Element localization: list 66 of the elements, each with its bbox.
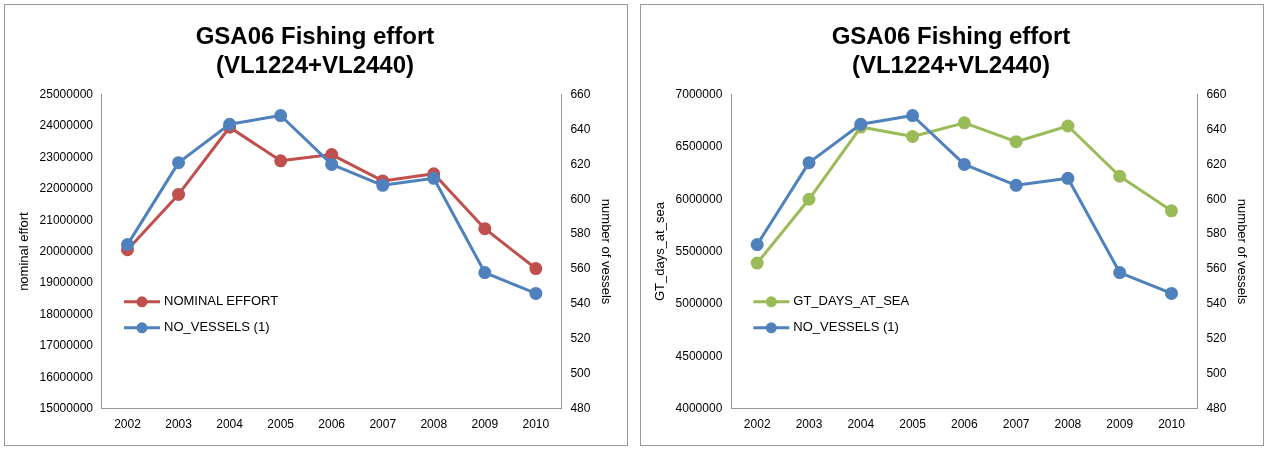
y2-axis-title: number of vessels	[598, 198, 614, 305]
x-tick-label: 2007	[369, 417, 397, 432]
x-tick-label: 2006	[318, 417, 346, 432]
y-tick-label: 25000000	[39, 86, 94, 101]
y2-tick-label: 540	[570, 296, 591, 311]
y-tick-label: 7000000	[675, 86, 723, 101]
y2-axis-title: number of vessels	[1234, 198, 1250, 305]
y-tick-label: 24000000	[39, 118, 94, 133]
y-tick-label: 6500000	[675, 139, 723, 154]
y2-tick-label: 580	[570, 226, 591, 241]
y2-tick-label: 580	[1206, 226, 1227, 241]
x-tick-label: 2010	[522, 417, 550, 432]
y2-tick-label: 540	[1206, 296, 1227, 311]
y2-tick-label: 520	[1206, 331, 1227, 346]
x-tick-label: 2005	[267, 417, 295, 432]
y2-tick-label: 600	[570, 191, 591, 206]
x-tick-label: 2003	[795, 417, 823, 432]
y2-tick-label: 640	[1206, 121, 1227, 136]
y-tick-label: 4000000	[675, 400, 723, 415]
y2-tick-label: 660	[1206, 86, 1227, 101]
y-tick-label: 17000000	[39, 338, 94, 353]
legend-label: NO_VESSELS (1)	[793, 319, 899, 335]
y2-tick-label: 640	[570, 121, 591, 136]
x-tick-label: 2008	[420, 417, 448, 432]
y-tick-label: 15000000	[39, 400, 94, 415]
y-tick-label: 19000000	[39, 275, 94, 290]
x-tick-label: 2010	[1158, 417, 1186, 432]
y-tick-label: 16000000	[39, 369, 94, 384]
x-tick-label: 2002	[743, 417, 771, 432]
y-tick-label: 5000000	[675, 296, 723, 311]
x-tick-label: 2002	[114, 417, 142, 432]
y-tick-label: 18000000	[39, 306, 94, 321]
y-tick-label: 6000000	[675, 191, 723, 206]
legend-label: NOMINAL EFFORT	[163, 293, 279, 309]
x-tick-label: 2003	[165, 417, 193, 432]
y-tick-label: 22000000	[39, 181, 94, 196]
y2-tick-label: 500	[1206, 366, 1227, 381]
x-tick-label: 2008	[1054, 417, 1082, 432]
y2-tick-label: 560	[570, 261, 591, 276]
x-tick-label: 2007	[1002, 417, 1030, 432]
chart-title: GSA06 Fishing effort (VL1224+VL2440)	[831, 22, 1071, 78]
x-tick-label: 2009	[1106, 417, 1134, 432]
legend-label: NO_VESSELS (1)	[163, 319, 270, 335]
y-tick-label: 21000000	[39, 212, 94, 227]
x-tick-label: 2004	[216, 417, 244, 432]
y2-tick-label: 520	[570, 331, 591, 346]
y2-tick-label: 660	[570, 86, 591, 101]
y-tick-label: 4500000	[675, 348, 723, 363]
legend-label: GT_DAYS_AT_SEA	[793, 293, 910, 309]
y2-tick-label: 480	[1206, 400, 1227, 415]
chart-title: GSA06 Fishing effort (VL1224+VL2440)	[195, 22, 435, 78]
y2-tick-label: 560	[1206, 261, 1227, 276]
y-tick-label: 23000000	[39, 149, 94, 164]
y-tick-label: 20000000	[39, 243, 94, 258]
x-tick-label: 2005	[899, 417, 927, 432]
x-tick-label: 2009	[471, 417, 499, 432]
y2-tick-label: 620	[1206, 156, 1227, 171]
y-axis-title: GT_days_at_sea	[652, 201, 668, 302]
y2-tick-label: 620	[570, 156, 591, 171]
x-tick-label: 2006	[951, 417, 979, 432]
y-tick-label: 5500000	[675, 243, 723, 258]
y2-tick-label: 500	[570, 366, 591, 381]
y2-tick-label: 600	[1206, 191, 1227, 206]
y-axis-title: nominal effort	[16, 211, 32, 291]
y2-tick-label: 480	[570, 400, 591, 415]
x-tick-label: 2004	[847, 417, 875, 432]
